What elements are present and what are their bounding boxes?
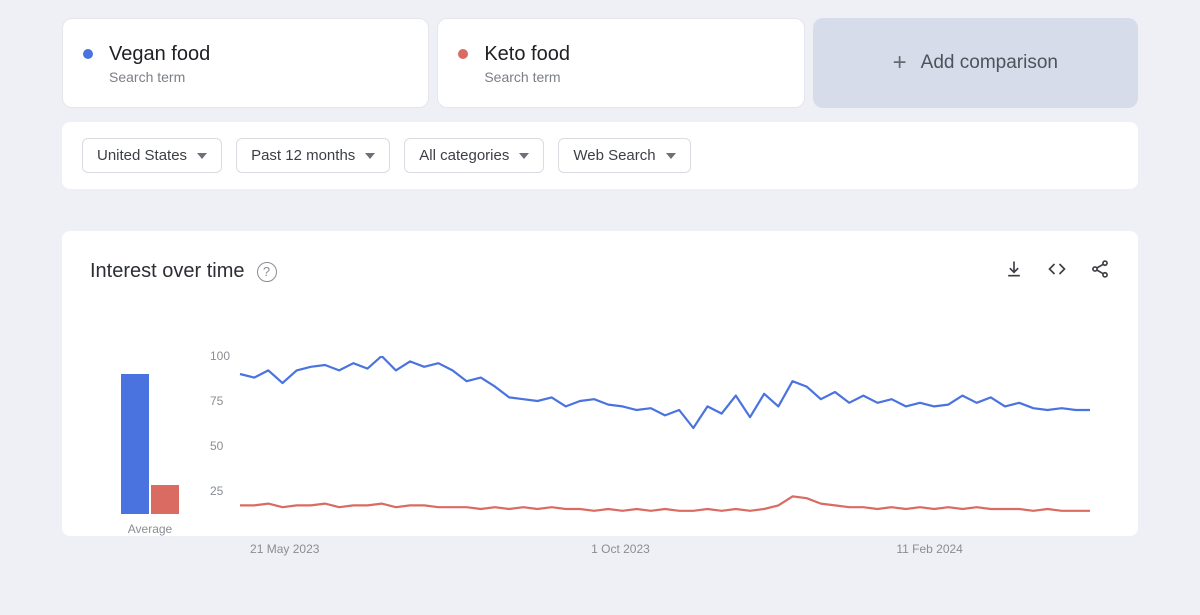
embed-icon[interactable]	[1046, 259, 1068, 284]
term-title: Keto food	[484, 41, 570, 67]
chart-panel: Interest over time ?	[62, 231, 1138, 536]
share-icon[interactable]	[1090, 259, 1110, 284]
filters-row: United States Past 12 months All categor…	[62, 122, 1138, 189]
add-comparison-button[interactable]: + Add comparison	[813, 18, 1138, 108]
category-filter[interactable]: All categories	[404, 138, 544, 173]
comparison-cards-row: Vegan food Search term Keto food Search …	[62, 18, 1138, 108]
chart-body: Average 25507510021 May 20231 Oct 202311…	[90, 334, 1110, 536]
term-color-dot	[458, 49, 468, 59]
chevron-down-icon	[519, 153, 529, 159]
searchtype-filter-label: Web Search	[573, 147, 655, 164]
term-subtitle: Search term	[109, 69, 210, 85]
add-comparison-label: Add comparison	[921, 52, 1058, 74]
term-title: Vegan food	[109, 41, 210, 67]
y-tick-label: 25	[210, 484, 223, 498]
period-filter-label: Past 12 months	[251, 147, 355, 164]
y-tick-label: 50	[210, 439, 223, 453]
chevron-down-icon	[197, 153, 207, 159]
term-card-1[interactable]: Vegan food Search term	[62, 18, 429, 108]
chevron-down-icon	[365, 153, 375, 159]
help-icon[interactable]: ?	[257, 262, 277, 282]
y-tick-label: 75	[210, 394, 223, 408]
average-bar	[121, 374, 149, 514]
chart-line	[240, 496, 1090, 510]
y-tick-label: 100	[210, 349, 230, 363]
period-filter[interactable]: Past 12 months	[236, 138, 390, 173]
region-filter[interactable]: United States	[82, 138, 222, 173]
average-block: Average	[90, 334, 210, 536]
searchtype-filter[interactable]: Web Search	[558, 138, 690, 173]
category-filter-label: All categories	[419, 147, 509, 164]
x-tick-label: 1 Oct 2023	[591, 542, 650, 556]
chevron-down-icon	[666, 153, 676, 159]
term-card-2[interactable]: Keto food Search term	[437, 18, 804, 108]
x-tick-label: 11 Feb 2024	[896, 542, 963, 556]
term-subtitle: Search term	[484, 69, 570, 85]
term-color-dot	[83, 49, 93, 59]
chart-line	[240, 356, 1090, 428]
line-chart-area: 25507510021 May 20231 Oct 202311 Feb 202…	[210, 356, 1110, 536]
download-icon[interactable]	[1004, 259, 1024, 284]
average-label: Average	[128, 522, 172, 536]
plus-icon: +	[893, 49, 907, 77]
chart-title: Interest over time	[90, 260, 245, 283]
average-bar	[151, 485, 179, 514]
x-tick-label: 21 May 2023	[250, 542, 319, 556]
region-filter-label: United States	[97, 147, 187, 164]
